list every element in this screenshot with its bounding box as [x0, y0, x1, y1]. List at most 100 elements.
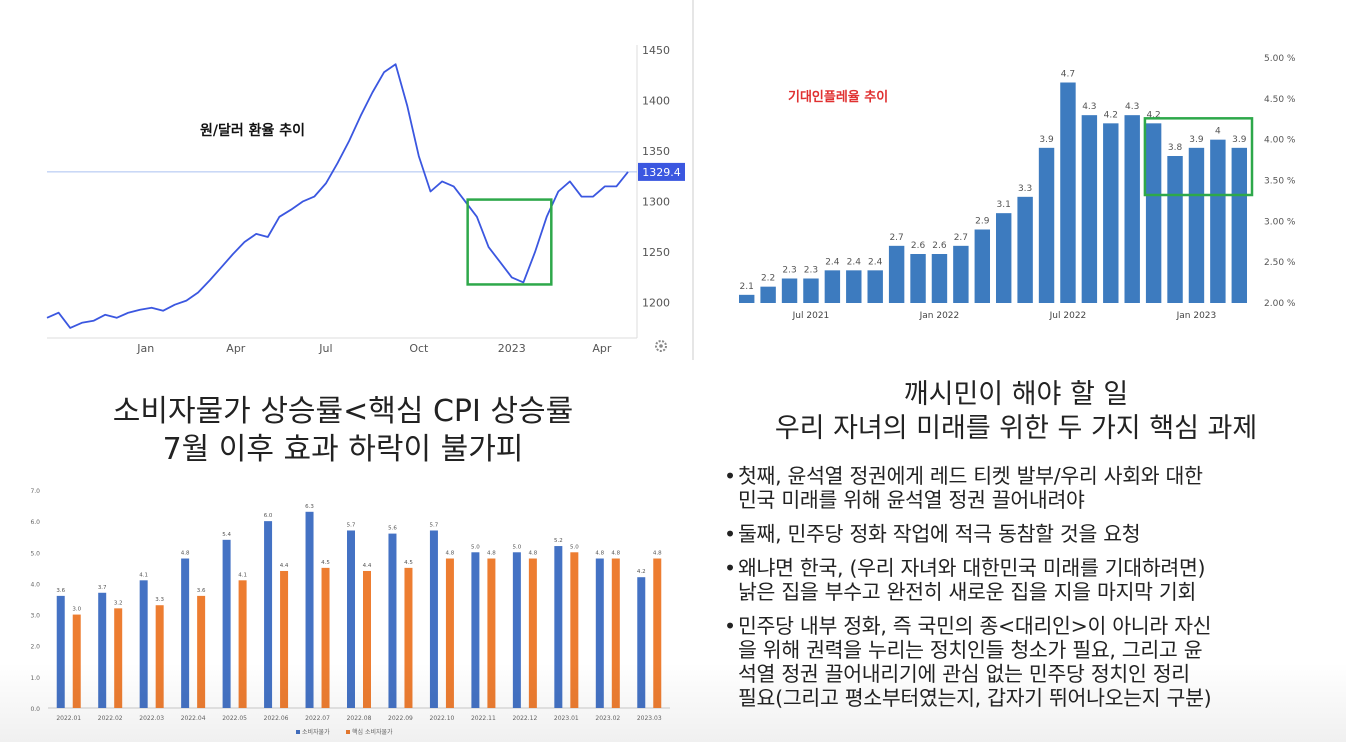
x-tick-label: Jul 2021 [792, 311, 830, 321]
core-cpi-bar [487, 558, 496, 708]
x-tick-label: 2022.03 [139, 715, 164, 722]
bar-value-label: 3.7 [98, 585, 107, 591]
x-tick-label: Jan [136, 342, 154, 355]
x-tick-label: 2022.10 [430, 715, 455, 722]
bar-value-label: 5.2 [554, 538, 563, 544]
core-cpi-bar [238, 580, 247, 708]
bar-value-label: 4.1 [238, 572, 247, 578]
inflation-bar [910, 254, 926, 303]
bullet-item: 첫째, 윤석열 정권에게 레드 티켓 발부/우리 사회와 대한 민국 미래를 위… [724, 464, 1324, 512]
bar-value-label: 2.7 [889, 233, 903, 243]
y-tick-label: 2.00 % [1264, 299, 1296, 309]
y-tick-label: 5.0 [30, 550, 40, 557]
inflation-bar [1210, 139, 1226, 303]
inflation-bar [1017, 196, 1033, 303]
y-tick-label: 1300 [642, 196, 670, 209]
inflation-bar [738, 294, 755, 303]
cpi-panel: 소비자물가 상승률<핵심 CPI 상승률 7월 이후 효과 하락이 불가피 0.… [0, 372, 686, 742]
cpi-bar [139, 580, 148, 708]
x-tick-label: 2023.03 [637, 715, 662, 722]
legend-label: 소비자물가 [302, 728, 330, 736]
task-bullet-list: 첫째, 윤석열 정권에게 레드 티켓 발부/우리 사회와 대한 민국 미래를 위… [724, 464, 1324, 720]
y-tick-label: 7.0 [30, 488, 40, 495]
y-tick-label: 1450 [642, 44, 670, 57]
y-tick-label: 2.50 % [1264, 258, 1296, 268]
x-tick-label: 2022.07 [305, 715, 330, 722]
x-tick-label: Oct [409, 342, 429, 355]
x-tick-label: 2022.11 [471, 715, 496, 722]
bar-value-label: 4.4 [280, 563, 289, 569]
x-tick-label: Apr [592, 342, 612, 355]
inflation-bar [867, 270, 883, 303]
y-tick-label: 4.0 [30, 581, 40, 588]
bar-value-label: 2.9 [975, 217, 990, 227]
bar-value-label: 3.1 [997, 200, 1011, 210]
cpi-bar [264, 521, 273, 708]
y-tick-label: 3.0 [30, 613, 40, 620]
bar-value-label: 3.3 [155, 597, 164, 603]
core-cpi-bar [653, 558, 662, 708]
bar-value-label: 2.4 [825, 257, 840, 267]
settings-icon[interactable] [655, 340, 667, 352]
bar-value-label: 6.3 [305, 504, 314, 510]
y-tick-label: 3.50 % [1264, 177, 1296, 187]
bar-value-label: 5.7 [430, 522, 439, 528]
y-tick-label: 1400 [642, 95, 670, 108]
bar-value-label: 5.7 [347, 522, 356, 528]
y-tick-label: 3.00 % [1264, 217, 1296, 227]
bar-value-label: 5.6 [388, 526, 397, 532]
cpi-title-line-1: 소비자물가 상승률<핵심 CPI 상승률 [112, 394, 574, 429]
inflation-bar [1188, 147, 1205, 303]
bar-value-label: 3.3 [1018, 184, 1032, 194]
x-tick-label: Jan 2022 [919, 311, 960, 321]
y-tick-label: 4.50 % [1264, 95, 1296, 105]
expected-inflation-chart: 기대인플레율 추이 2.00 % 2.50 % 3.00 % 3.50 % 4.00 %… [738, 54, 1296, 321]
cpi-title-line-2: 7월 이후 효과 하락이 불가피 [162, 432, 524, 467]
cpi-bar [429, 530, 438, 708]
x-tick-label: 2022.08 [347, 715, 372, 722]
inflation-bar [803, 278, 819, 303]
cpi-bar-chart: 0.0 1.0 2.0 3.0 4.0 5.0 6.0 7.0 3.6 3.7 4.1 4.8 5.4 6… [30, 488, 670, 736]
cpi-bar [471, 552, 480, 708]
core-cpi-bar [445, 558, 454, 708]
y-tick-label: 1200 [642, 297, 670, 310]
bar-value-label: 4.8 [487, 551, 496, 557]
y-tick-label: 4.00 % [1264, 136, 1296, 146]
bar-value-label: 2.4 [847, 257, 862, 267]
tasks-slide: 깨시민이 해야 할 일 우리 자녀의 미래를 위한 두 가지 핵심 과제 첫째,… [686, 372, 1346, 742]
slide-heading-line-1: 깨시민이 해야 할 일 [903, 379, 1129, 410]
x-tick-label: 2022.06 [264, 715, 289, 722]
x-tick-label: 2022.01 [56, 715, 81, 722]
bar-value-label: 2.4 [868, 257, 883, 267]
bar-value-label: 2.3 [804, 266, 818, 276]
legend-swatch [346, 730, 350, 734]
inflation-bar [1145, 123, 1162, 303]
x-tick-label: 2023 [498, 342, 526, 355]
inflation-bar [1081, 115, 1098, 304]
legend-swatch [296, 730, 300, 734]
core-cpi-bar [155, 605, 164, 708]
cpi-bar [595, 558, 604, 708]
bar-value-label: 5.0 [471, 544, 480, 550]
x-tick-label: 2023.01 [554, 715, 579, 722]
inflation-bar [995, 213, 1012, 303]
core-cpi-bar [528, 558, 537, 708]
bar-value-label: 3.6 [197, 588, 206, 594]
bar-value-label: 4.2 [637, 569, 646, 575]
slide-heading-line-2: 우리 자녀의 미래를 위한 두 가지 핵심 과제 [774, 413, 1258, 444]
core-cpi-bar [404, 567, 413, 708]
inflation-bar [931, 254, 948, 303]
core-cpi-bar [114, 608, 123, 708]
bar-value-label: 4.5 [321, 560, 330, 566]
inflation-bar [1124, 115, 1140, 304]
bar-value-label: 4.3 [1125, 102, 1139, 112]
bar-value-label: 3.8 [1168, 143, 1183, 153]
bar-value-label: 3.9 [1039, 135, 1054, 145]
y-tick-label: 5.00 % [1264, 54, 1296, 64]
x-tick-label: Jan 2023 [1176, 311, 1217, 321]
bar-value-label: 3.2 [114, 600, 123, 606]
expected-inflation-title: 기대인플레율 추이 [788, 89, 888, 105]
cpi-bar [512, 552, 521, 708]
exchange-rate-panel: 원/달러 환율 추이 1200 1250 1300 1350 1400 1450 Jan Ap… [0, 0, 692, 360]
cpi-bar [637, 577, 646, 708]
